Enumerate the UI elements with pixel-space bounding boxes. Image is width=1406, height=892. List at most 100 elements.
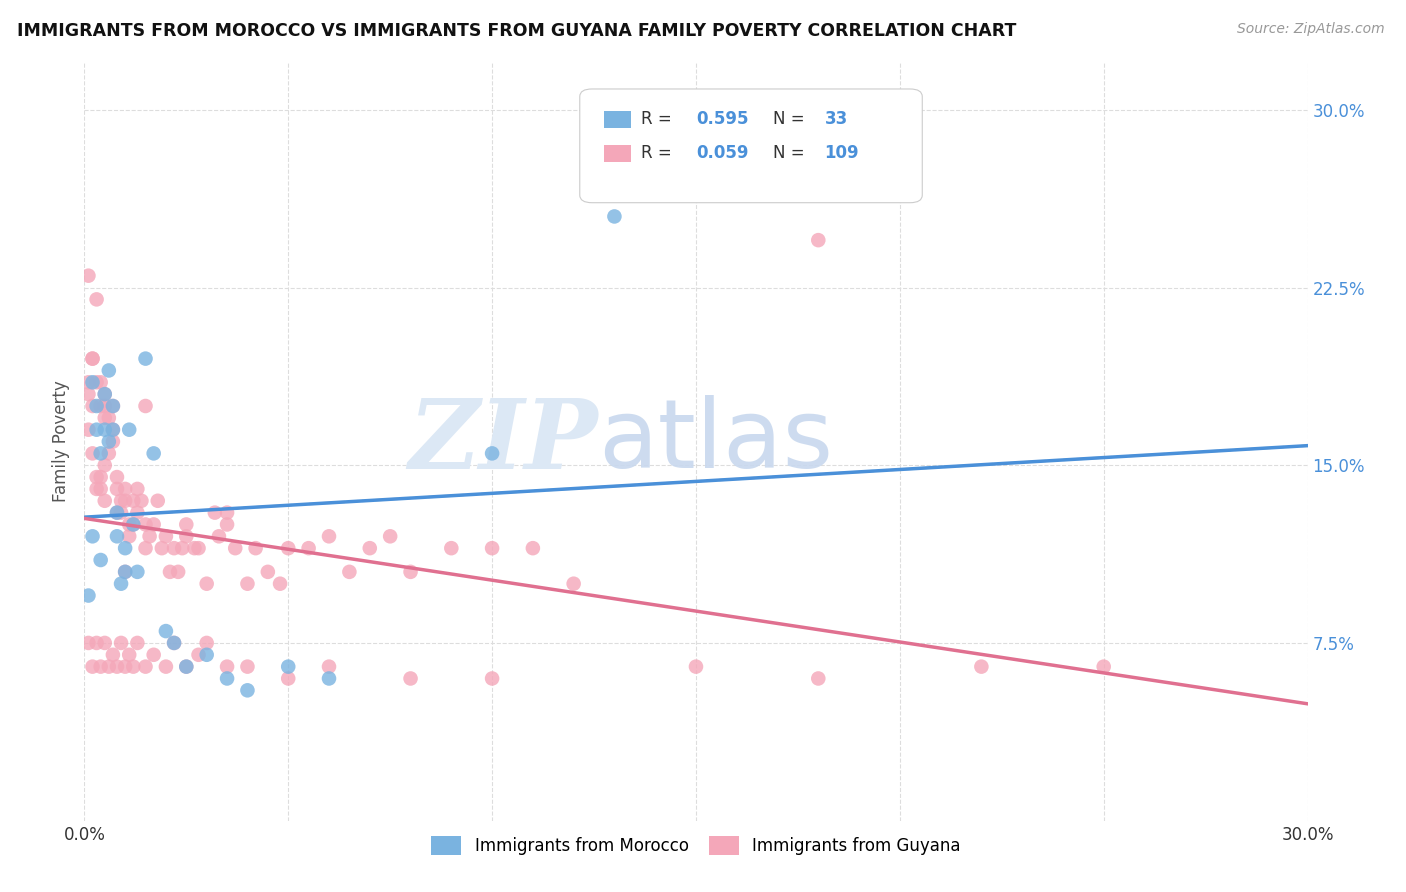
Point <box>82 399 104 413</box>
Point <box>82 351 104 366</box>
Point <box>603 210 626 224</box>
Point <box>114 659 136 673</box>
Point <box>77 589 100 603</box>
FancyBboxPatch shape <box>605 111 631 128</box>
FancyBboxPatch shape <box>605 145 631 161</box>
Point <box>118 529 141 543</box>
Text: 0.059: 0.059 <box>696 145 748 162</box>
Point <box>359 541 381 556</box>
Point <box>167 565 190 579</box>
Point <box>86 399 108 413</box>
Point <box>101 399 124 413</box>
Point <box>183 541 205 556</box>
Point <box>163 636 186 650</box>
Point <box>970 659 993 673</box>
Point <box>105 482 128 496</box>
Point <box>86 293 108 307</box>
Point <box>224 541 246 556</box>
Point <box>97 410 120 425</box>
Point <box>236 683 259 698</box>
Point <box>86 482 108 496</box>
Point <box>77 387 100 401</box>
Point <box>481 541 503 556</box>
Point <box>86 376 108 390</box>
Point <box>138 529 160 543</box>
Point <box>217 672 239 686</box>
Point <box>399 672 422 686</box>
Point <box>118 423 141 437</box>
Text: R =: R = <box>641 145 676 162</box>
Point <box>1092 659 1115 673</box>
Point <box>82 659 104 673</box>
Point <box>114 565 136 579</box>
Point <box>77 376 100 390</box>
Point <box>195 636 218 650</box>
Point <box>217 506 239 520</box>
Point <box>155 529 177 543</box>
Point <box>101 423 124 437</box>
Point <box>155 659 177 673</box>
Point <box>318 529 340 543</box>
Y-axis label: Family Poverty: Family Poverty <box>52 381 70 502</box>
Text: 33: 33 <box>824 111 848 128</box>
Point <box>110 506 132 520</box>
Text: N =: N = <box>773 111 810 128</box>
Point <box>245 541 267 556</box>
Point <box>101 434 124 449</box>
Point <box>93 458 115 473</box>
Point <box>122 493 145 508</box>
Point <box>127 482 149 496</box>
Point <box>146 493 169 508</box>
Point <box>114 493 136 508</box>
Point <box>90 399 112 413</box>
Point <box>522 541 544 556</box>
Point <box>142 446 165 460</box>
Point <box>187 541 209 556</box>
Point <box>807 233 830 247</box>
Point <box>127 636 149 650</box>
Point <box>105 506 128 520</box>
Point <box>236 576 259 591</box>
Point <box>97 659 120 673</box>
Point <box>122 517 145 532</box>
Point <box>277 672 299 686</box>
Point <box>82 376 104 390</box>
Point <box>217 517 239 532</box>
Point <box>174 517 197 532</box>
Point <box>105 529 128 543</box>
Point <box>217 659 239 673</box>
Point <box>172 541 194 556</box>
Point <box>277 541 299 556</box>
Point <box>114 565 136 579</box>
Point <box>195 648 218 662</box>
Point <box>135 351 157 366</box>
Text: ZIP: ZIP <box>409 394 598 489</box>
Point <box>90 376 112 390</box>
Point <box>90 470 112 484</box>
Point <box>380 529 402 543</box>
Point <box>236 659 259 673</box>
Point <box>159 565 181 579</box>
Point <box>82 529 104 543</box>
Text: 0.595: 0.595 <box>696 111 748 128</box>
Point <box>155 624 177 639</box>
Point <box>150 541 173 556</box>
Point <box>399 565 422 579</box>
Point <box>127 565 149 579</box>
Point <box>174 529 197 543</box>
Point <box>82 351 104 366</box>
Point <box>142 517 165 532</box>
Point <box>105 506 128 520</box>
Point <box>685 659 707 673</box>
Point <box>204 506 226 520</box>
Point <box>440 541 463 556</box>
Point <box>298 541 321 556</box>
Point <box>318 672 340 686</box>
Point <box>208 529 231 543</box>
Point <box>135 659 157 673</box>
Point <box>82 446 104 460</box>
Point <box>135 517 157 532</box>
FancyBboxPatch shape <box>579 89 922 202</box>
Point <box>339 565 361 579</box>
Point <box>101 423 124 437</box>
